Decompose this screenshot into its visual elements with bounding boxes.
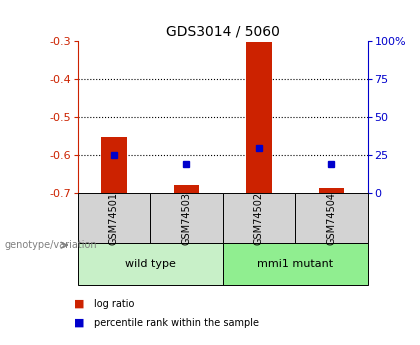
Text: ■: ■: [74, 299, 84, 308]
Bar: [78, 244, 223, 285]
Text: GSM74501: GSM74501: [109, 192, 119, 245]
Text: GSM74502: GSM74502: [254, 192, 264, 245]
Bar: [78, 193, 150, 244]
Text: GSM74503: GSM74503: [181, 192, 192, 245]
Text: GSM74504: GSM74504: [326, 192, 336, 245]
Text: wild type: wild type: [125, 259, 176, 269]
Bar: [223, 193, 295, 244]
Bar: [319, 188, 344, 193]
Bar: [295, 193, 368, 244]
Text: mmi1 mutant: mmi1 mutant: [257, 259, 333, 269]
Bar: [246, 42, 271, 193]
Bar: [223, 244, 368, 285]
Bar: [101, 137, 126, 193]
Bar: [150, 193, 223, 244]
Text: percentile rank within the sample: percentile rank within the sample: [94, 318, 260, 327]
Text: log ratio: log ratio: [94, 299, 135, 308]
Text: ■: ■: [74, 318, 84, 327]
Bar: [174, 185, 199, 193]
Title: GDS3014 / 5060: GDS3014 / 5060: [165, 25, 280, 39]
Text: genotype/variation: genotype/variation: [4, 240, 97, 250]
